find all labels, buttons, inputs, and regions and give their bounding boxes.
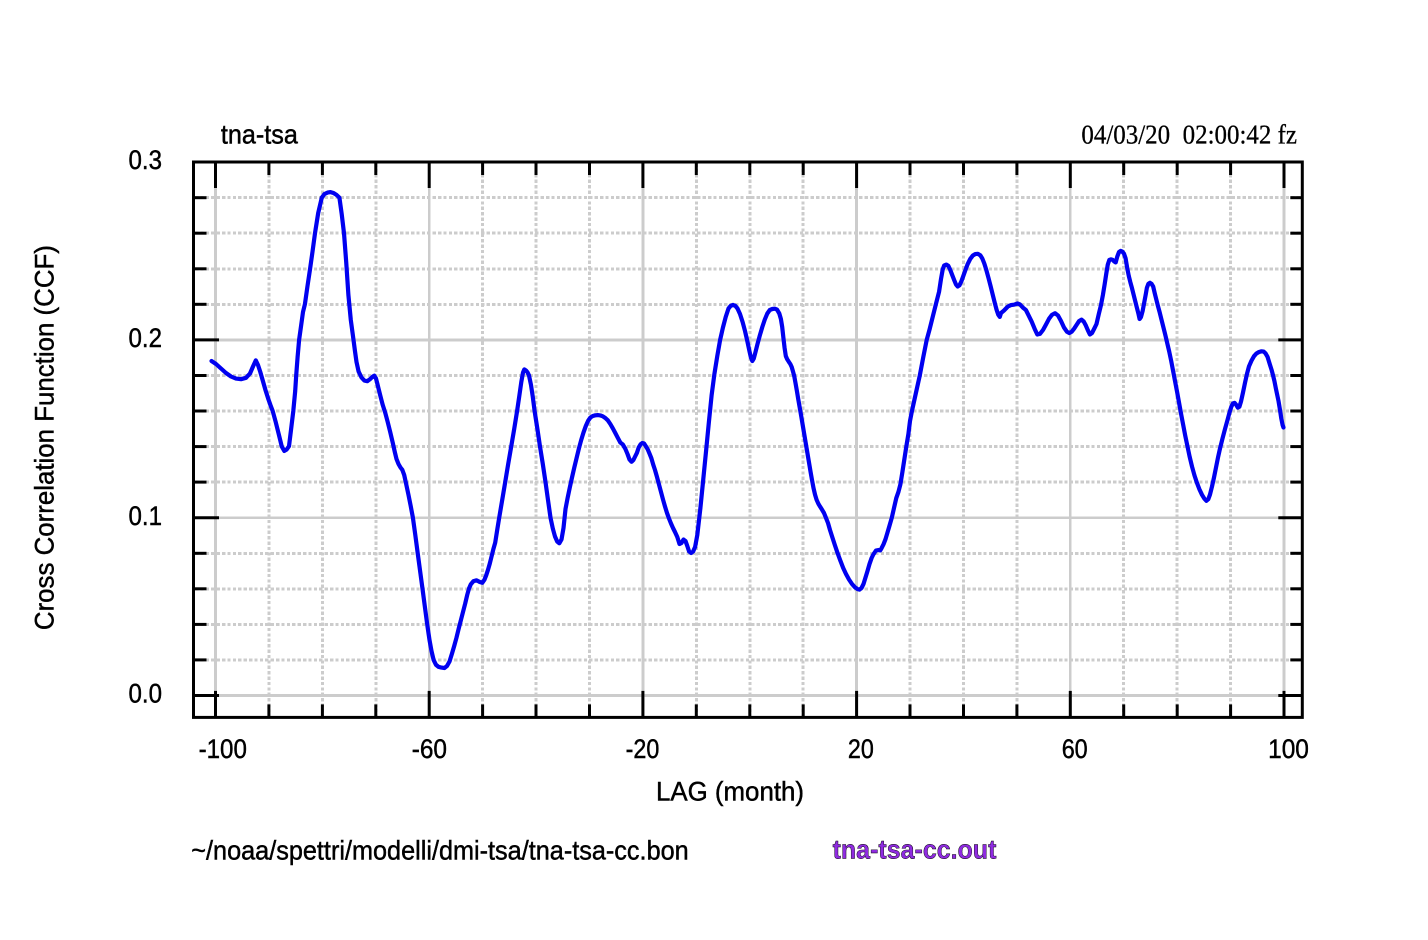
svg-text:-60: -60 bbox=[412, 734, 447, 764]
svg-text:-20: -20 bbox=[626, 734, 660, 764]
svg-text:tna-tsa: tna-tsa bbox=[221, 120, 298, 150]
svg-text:04/03/20 02:00:42 fz: 04/03/20 02:00:42 fz bbox=[1081, 119, 1297, 149]
svg-text:100: 100 bbox=[1268, 734, 1309, 764]
svg-text:0.1: 0.1 bbox=[129, 501, 163, 531]
svg-text:tna-tsa-cc.out: tna-tsa-cc.out bbox=[833, 835, 997, 865]
svg-text:0.2: 0.2 bbox=[129, 323, 163, 353]
svg-text:20: 20 bbox=[848, 734, 874, 764]
svg-text:0.0: 0.0 bbox=[129, 679, 163, 709]
svg-text:-100: -100 bbox=[199, 734, 247, 764]
svg-text:~/noaa/spettri/modelli/dmi-tsa: ~/noaa/spettri/modelli/dmi-tsa/tna-tsa-c… bbox=[191, 836, 688, 866]
svg-text:Cross Correlation Function (CC: Cross Correlation Function (CCF) bbox=[30, 245, 60, 630]
svg-text:0.3: 0.3 bbox=[129, 145, 163, 175]
svg-text:60: 60 bbox=[1062, 734, 1088, 764]
svg-text:LAG (month): LAG (month) bbox=[656, 776, 804, 806]
